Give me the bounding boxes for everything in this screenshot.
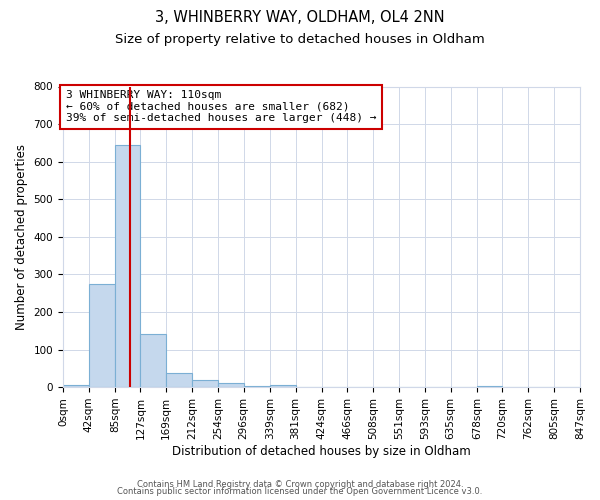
Bar <box>166 373 193 387</box>
Y-axis label: Number of detached properties: Number of detached properties <box>15 144 28 330</box>
Text: Contains HM Land Registry data © Crown copyright and database right 2024.: Contains HM Land Registry data © Crown c… <box>137 480 463 489</box>
X-axis label: Distribution of detached houses by size in Oldham: Distribution of detached houses by size … <box>172 444 471 458</box>
Bar <box>193 380 218 387</box>
Text: Contains public sector information licensed under the Open Government Licence v3: Contains public sector information licen… <box>118 487 482 496</box>
Text: 3 WHINBERRY WAY: 110sqm
← 60% of detached houses are smaller (682)
39% of semi-d: 3 WHINBERRY WAY: 110sqm ← 60% of detache… <box>66 90 376 124</box>
Bar <box>270 385 296 387</box>
Text: 3, WHINBERRY WAY, OLDHAM, OL4 2NN: 3, WHINBERRY WAY, OLDHAM, OL4 2NN <box>155 10 445 25</box>
Bar <box>218 384 244 387</box>
Bar <box>244 386 270 387</box>
Text: Size of property relative to detached houses in Oldham: Size of property relative to detached ho… <box>115 32 485 46</box>
Bar <box>140 334 166 387</box>
Bar <box>115 144 140 387</box>
Bar <box>63 385 89 387</box>
Bar <box>89 284 115 387</box>
Bar <box>477 386 502 387</box>
